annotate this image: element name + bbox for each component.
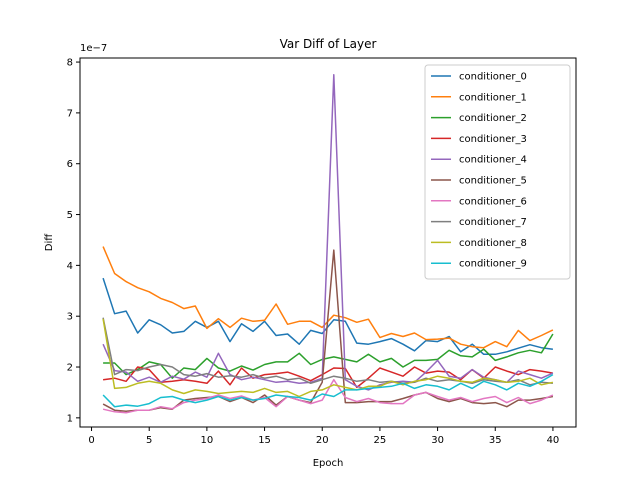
legend-entry: conditioner_4 <box>459 155 527 166</box>
plot-lines <box>102 74 554 414</box>
legend-entry: conditioner_7 <box>459 217 527 228</box>
y-axis-scale-label: 1e−7 <box>80 43 107 54</box>
y-tick-label: 1 <box>67 413 73 424</box>
y-tick-label: 5 <box>67 210 73 221</box>
y-tick-label: 6 <box>67 159 73 170</box>
x-tick-label: 30 <box>431 435 444 446</box>
series-line-5 <box>102 249 554 412</box>
legend-entry: conditioner_6 <box>459 196 527 207</box>
y-tick-label: 2 <box>67 363 73 374</box>
x-tick-label: 35 <box>489 435 502 446</box>
y-tick-label: 7 <box>67 108 73 119</box>
series-line-6 <box>102 378 554 414</box>
x-tick-label: 20 <box>316 435 329 446</box>
y-tick-label: 3 <box>67 312 73 323</box>
legend-box <box>424 64 571 280</box>
x-axis: 0 5 10 15 20 25 30 35 40 <box>88 427 559 446</box>
plot-frame <box>79 57 577 428</box>
chart-title: Var Diff of Layer <box>280 37 377 51</box>
legend: conditioner_0 conditioner_1 conditioner_2c… <box>424 64 571 280</box>
x-tick-label: 15 <box>258 435 271 446</box>
legend-entry: conditioner_8 <box>459 238 527 249</box>
y-axis-label: Diff <box>44 233 55 251</box>
legend-entry: conditioner_3 <box>459 134 527 145</box>
x-tick-label: 40 <box>547 435 560 446</box>
series-line-2 <box>103 333 554 379</box>
y-axis: 1 2 3 4 5 6 7 8 <box>67 58 80 424</box>
x-tick-label: 10 <box>201 435 214 446</box>
legend-entry: conditioner_2 <box>459 113 527 124</box>
x-axis-label: Epoch <box>313 458 344 469</box>
x-tick-label: 5 <box>146 435 152 446</box>
y-tick-label: 8 <box>67 58 73 69</box>
series-line-8 <box>102 318 554 398</box>
y-tick-label: 4 <box>67 261 73 272</box>
series-line-7 <box>102 317 553 386</box>
series-line-4 <box>102 74 554 391</box>
legend-entry: conditioner_9 <box>459 259 527 270</box>
x-tick-label: 0 <box>88 435 94 446</box>
x-tick-label: 25 <box>374 435 387 446</box>
legend-entry: conditioner_0 <box>459 72 527 83</box>
series-line-9 <box>102 373 554 408</box>
series-line-0 <box>102 277 553 356</box>
legend-entry: conditioner_1 <box>459 92 527 103</box>
legend-entry: conditioner_5 <box>459 176 527 187</box>
